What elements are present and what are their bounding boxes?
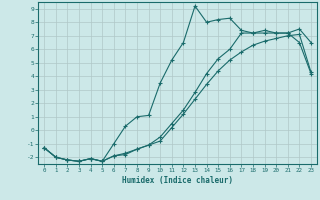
X-axis label: Humidex (Indice chaleur): Humidex (Indice chaleur) bbox=[122, 176, 233, 185]
